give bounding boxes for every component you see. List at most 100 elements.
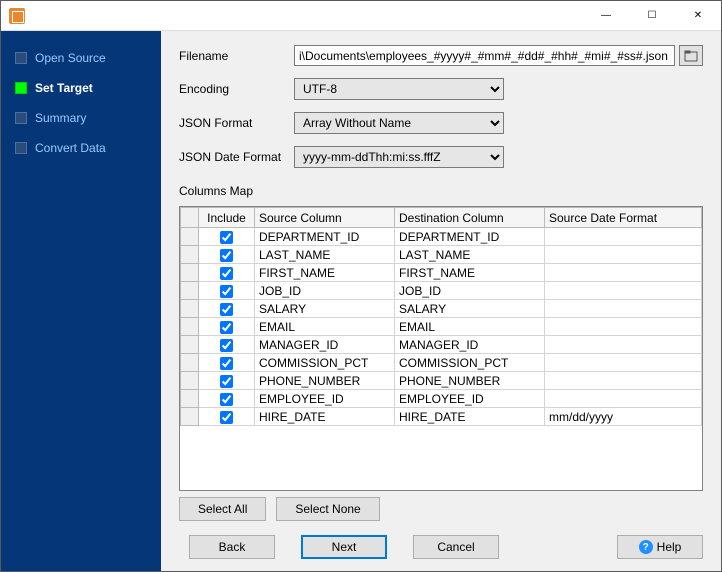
include-cell[interactable] bbox=[199, 264, 255, 282]
table-row: SALARYSALARY bbox=[181, 300, 702, 318]
row-header-cell[interactable] bbox=[181, 228, 199, 246]
select-all-button[interactable]: Select All bbox=[179, 497, 266, 521]
include-cell[interactable] bbox=[199, 246, 255, 264]
include-checkbox[interactable] bbox=[220, 249, 233, 262]
titlebar: — ☐ ✕ bbox=[1, 1, 721, 31]
minimize-button[interactable]: — bbox=[583, 1, 629, 31]
destination-column-cell[interactable]: EMPLOYEE_ID bbox=[395, 390, 545, 408]
close-button[interactable]: ✕ bbox=[675, 1, 721, 31]
include-cell[interactable] bbox=[199, 408, 255, 426]
source-date-format-cell[interactable] bbox=[545, 300, 702, 318]
destination-column-cell[interactable]: COMMISSION_PCT bbox=[395, 354, 545, 372]
col-header-source[interactable]: Source Column bbox=[255, 208, 395, 228]
include-cell[interactable] bbox=[199, 300, 255, 318]
maximize-button[interactable]: ☐ bbox=[629, 1, 675, 31]
app-icon bbox=[9, 8, 25, 24]
encoding-label: Encoding bbox=[179, 82, 294, 96]
source-date-format-cell[interactable] bbox=[545, 354, 702, 372]
destination-column-cell[interactable]: LAST_NAME bbox=[395, 246, 545, 264]
include-checkbox[interactable] bbox=[220, 321, 233, 334]
wizard-step[interactable]: Convert Data bbox=[1, 133, 161, 163]
source-date-format-cell[interactable] bbox=[545, 282, 702, 300]
include-cell[interactable] bbox=[199, 282, 255, 300]
wizard-step[interactable]: Summary bbox=[1, 103, 161, 133]
include-checkbox[interactable] bbox=[220, 339, 233, 352]
include-checkbox[interactable] bbox=[220, 267, 233, 280]
table-row: PHONE_NUMBERPHONE_NUMBER bbox=[181, 372, 702, 390]
destination-column-cell[interactable]: FIRST_NAME bbox=[395, 264, 545, 282]
help-button[interactable]: ? Help bbox=[617, 535, 703, 559]
include-checkbox[interactable] bbox=[220, 411, 233, 424]
source-date-format-cell[interactable] bbox=[545, 228, 702, 246]
destination-column-cell[interactable]: EMAIL bbox=[395, 318, 545, 336]
destination-column-cell[interactable]: JOB_ID bbox=[395, 282, 545, 300]
source-column-cell[interactable]: PHONE_NUMBER bbox=[255, 372, 395, 390]
destination-column-cell[interactable]: DEPARTMENT_ID bbox=[395, 228, 545, 246]
row-header-cell[interactable] bbox=[181, 336, 199, 354]
source-date-format-cell[interactable]: mm/dd/yyyy bbox=[545, 408, 702, 426]
source-column-cell[interactable]: EMAIL bbox=[255, 318, 395, 336]
include-cell[interactable] bbox=[199, 228, 255, 246]
row-header-cell[interactable] bbox=[181, 408, 199, 426]
step-icon bbox=[15, 112, 27, 124]
filename-input[interactable] bbox=[294, 45, 675, 66]
include-cell[interactable] bbox=[199, 390, 255, 408]
cancel-button[interactable]: Cancel bbox=[413, 535, 499, 559]
source-column-cell[interactable]: MANAGER_ID bbox=[255, 336, 395, 354]
source-date-format-cell[interactable] bbox=[545, 318, 702, 336]
columns-map-table: Include Source Column Destination Column… bbox=[180, 207, 702, 426]
next-button[interactable]: Next bbox=[301, 535, 387, 559]
wizard-step[interactable]: Open Source bbox=[1, 43, 161, 73]
include-cell[interactable] bbox=[199, 336, 255, 354]
encoding-select[interactable]: UTF-8 bbox=[294, 78, 504, 100]
row-header-cell[interactable] bbox=[181, 300, 199, 318]
include-checkbox[interactable] bbox=[220, 375, 233, 388]
destination-column-cell[interactable]: SALARY bbox=[395, 300, 545, 318]
col-header-date-format[interactable]: Source Date Format bbox=[545, 208, 702, 228]
select-none-button[interactable]: Select None bbox=[276, 497, 379, 521]
window-body: Open SourceSet TargetSummaryConvert Data… bbox=[1, 31, 721, 571]
include-checkbox[interactable] bbox=[220, 357, 233, 370]
source-column-cell[interactable]: DEPARTMENT_ID bbox=[255, 228, 395, 246]
source-column-cell[interactable]: JOB_ID bbox=[255, 282, 395, 300]
row-header-cell[interactable] bbox=[181, 354, 199, 372]
source-date-format-cell[interactable] bbox=[545, 372, 702, 390]
col-header-destination[interactable]: Destination Column bbox=[395, 208, 545, 228]
destination-column-cell[interactable]: MANAGER_ID bbox=[395, 336, 545, 354]
step-icon bbox=[15, 142, 27, 154]
row-header-cell[interactable] bbox=[181, 282, 199, 300]
row-header-cell[interactable] bbox=[181, 390, 199, 408]
back-button[interactable]: Back bbox=[189, 535, 275, 559]
source-date-format-cell[interactable] bbox=[545, 264, 702, 282]
json-date-format-select[interactable]: yyyy-mm-ddThh:mi:ss.fffZ bbox=[294, 146, 504, 168]
row-header-cell[interactable] bbox=[181, 372, 199, 390]
include-checkbox[interactable] bbox=[220, 393, 233, 406]
wizard-step[interactable]: Set Target bbox=[1, 73, 161, 103]
destination-column-cell[interactable]: PHONE_NUMBER bbox=[395, 372, 545, 390]
include-checkbox[interactable] bbox=[220, 231, 233, 244]
source-column-cell[interactable]: LAST_NAME bbox=[255, 246, 395, 264]
source-column-cell[interactable]: SALARY bbox=[255, 300, 395, 318]
include-cell[interactable] bbox=[199, 354, 255, 372]
source-date-format-cell[interactable] bbox=[545, 336, 702, 354]
json-format-row: JSON Format Array Without Name bbox=[179, 112, 703, 134]
source-column-cell[interactable]: EMPLOYEE_ID bbox=[255, 390, 395, 408]
source-date-format-cell[interactable] bbox=[545, 390, 702, 408]
browse-button[interactable] bbox=[679, 45, 703, 66]
help-label: Help bbox=[657, 540, 682, 554]
source-date-format-cell[interactable] bbox=[545, 246, 702, 264]
json-format-select[interactable]: Array Without Name bbox=[294, 112, 504, 134]
destination-column-cell[interactable]: HIRE_DATE bbox=[395, 408, 545, 426]
row-header-cell[interactable] bbox=[181, 264, 199, 282]
wizard-footer: Back Next Cancel ? Help bbox=[179, 521, 703, 559]
include-checkbox[interactable] bbox=[220, 285, 233, 298]
row-header-cell[interactable] bbox=[181, 318, 199, 336]
source-column-cell[interactable]: FIRST_NAME bbox=[255, 264, 395, 282]
row-header-cell[interactable] bbox=[181, 246, 199, 264]
include-cell[interactable] bbox=[199, 318, 255, 336]
col-header-include[interactable]: Include bbox=[199, 208, 255, 228]
include-cell[interactable] bbox=[199, 372, 255, 390]
source-column-cell[interactable]: COMMISSION_PCT bbox=[255, 354, 395, 372]
include-checkbox[interactable] bbox=[220, 303, 233, 316]
source-column-cell[interactable]: HIRE_DATE bbox=[255, 408, 395, 426]
